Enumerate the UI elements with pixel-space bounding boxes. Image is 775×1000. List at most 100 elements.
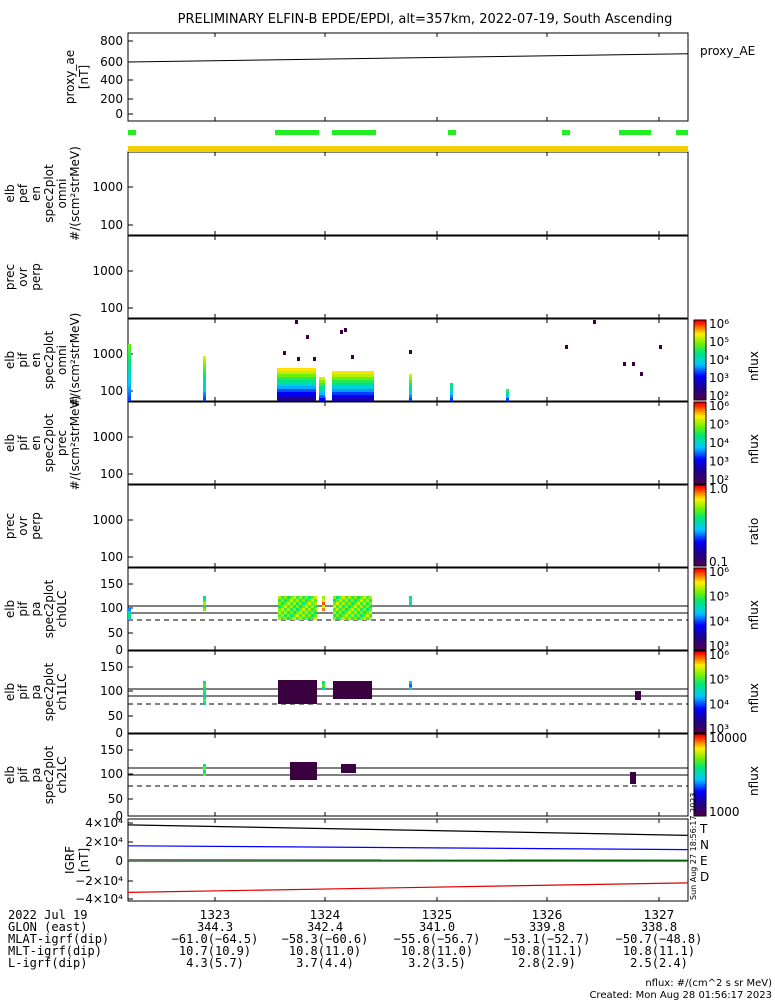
colorbar-segment [694,667,706,670]
colorbar-segment [694,615,706,618]
y-axis-label: en [29,186,43,201]
pa-spectrum-cell [345,608,348,611]
colorbar-segment [694,467,706,471]
omni-spectrum-cell [280,395,283,398]
colorbar-segment [694,443,706,446]
pa-spectrum-cell [360,614,363,617]
colorbar-segment [694,513,706,516]
pa-spectrum-cell [299,614,302,617]
omni-spectrum-cell [295,320,298,324]
omni-spectrum-cell [338,380,341,383]
y-axis-label: prec [55,430,69,456]
pa-spectrum-cell [409,602,412,605]
pa-spectrum-cell [360,608,363,611]
colorbar-segment [694,694,706,697]
pa-spectrum-cell [339,596,342,599]
pa-spectrum-cell [354,602,357,605]
y-tick-label: −2×10⁴ [75,874,123,888]
omni-spectrum-cell [283,383,286,386]
ephemeris-row-label: MLAT-igrf(dip) [8,932,109,946]
omni-spectrum-cell [350,374,353,377]
pa-spectrum-cell [351,611,354,614]
colorbar-label: nflux [747,766,761,796]
pa-spectrum-cell [287,689,290,692]
pa-spectrum-cell [339,681,342,684]
y-tick-label: 100 [100,601,123,615]
pa-spectrum-cell [296,768,299,771]
omni-spectrum-cell [292,377,295,380]
pa-spectrum-cell [284,695,287,698]
omni-spectrum-cell [450,392,453,395]
omni-spectrum-cell [365,386,368,389]
ephemeris-value: 338.8 [641,920,677,934]
pa-spectrum-cell [293,605,296,608]
pa-spectrum-cell [351,614,354,617]
omni-spectrum-cell [319,389,322,392]
omni-spectrum-cell [371,395,374,398]
pa-spectrum-cell [348,596,351,599]
omni-spectrum-cell [313,380,316,383]
omni-spectrum-cell [335,374,338,377]
pa-spectrum-cell [203,684,206,687]
pa-spectrum-cell [305,692,308,695]
omni-spectrum-cell [128,395,131,398]
omni-spectrum-cell [371,392,374,395]
pa-spectrum-cell [299,680,302,683]
pa-spectrum-cell [278,608,281,611]
pa-spectrum-cell [314,777,317,780]
omni-spectrum-cell [335,371,338,374]
pa-spectrum-cell [281,680,284,683]
pa-spectrum-cell [293,701,296,704]
pa-spectrum-cell [314,611,317,614]
colorbar-segment [694,645,706,649]
ephemeris-row-label: 2022 Jul 19 [8,908,87,922]
colorbar-segment [694,527,706,531]
colorbar-segment [694,350,706,353]
colorbar-segment [694,613,706,616]
sunlight-bar [128,146,688,152]
pa-spectrum-cell [342,614,345,617]
pa-spectrum-cell [308,680,311,683]
colorbar-segment [694,637,706,641]
omni-spectrum-cell [301,368,304,371]
y-axis-label: [nT] [77,848,91,872]
pa-spectrum-cell [336,681,339,684]
pa-spectrum-cell [342,605,345,608]
omni-spectrum-cell [313,383,316,386]
pa-spectrum-cell [357,681,360,684]
pa-spectrum-cell [342,693,345,696]
colorbar-segment [694,334,706,337]
colorbar-segment [694,629,706,633]
pa-spectrum-cell [302,596,305,599]
pa-spectrum-cell [336,696,339,699]
colorbar-segment [694,342,706,345]
omni-spectrum-cell [409,392,412,395]
pa-spectrum-cell [299,698,302,701]
pa-spectrum-cell [333,605,336,608]
omni-spectrum-cell [295,386,298,389]
colorbar-segment [694,580,706,583]
colorbar-segment [694,720,706,724]
pa-spectrum-cell [342,696,345,699]
omni-spectrum-cell [286,371,289,374]
pa-spectrum-cell [293,695,296,698]
colorbar-segment [694,511,706,514]
pa-spectrum-cell [339,693,342,696]
y-tick-label: 100 [100,218,123,232]
pa-spectrum-cell [354,605,357,608]
ephemeris-value: 10.7(10.9) [179,944,251,958]
pa-spectrum-cell [287,596,290,599]
omni-spectrum-cell [313,398,316,401]
pa-spectrum-cell [339,614,342,617]
pa-spectrum-cell [347,770,350,773]
colorbar-segment [694,657,706,660]
omni-spectrum-cell [632,362,635,366]
omni-spectrum-cell [283,377,286,380]
colorbar-segment [694,543,706,547]
pa-spectrum-cell [345,681,348,684]
omni-spectrum-cell [307,392,310,395]
colorbar-segment [694,783,706,786]
omni-spectrum-cell [310,386,313,389]
omni-spectrum-cell [409,383,412,386]
colorbar-segment [694,537,706,541]
